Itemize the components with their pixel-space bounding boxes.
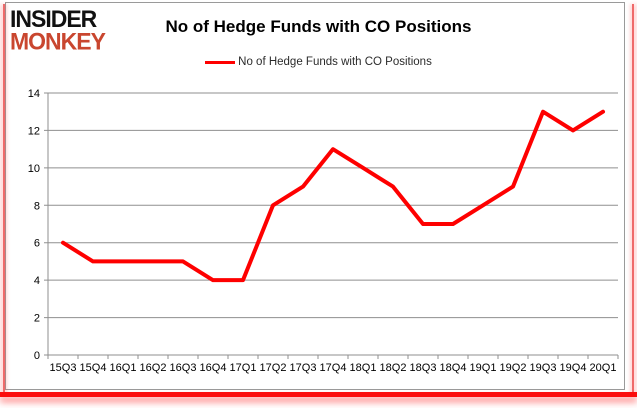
x-tick-label: 17Q2	[260, 362, 287, 374]
y-tick-label: 6	[34, 238, 40, 250]
image-frame-bottom	[0, 392, 637, 397]
logo-line2: MONKEY	[10, 27, 106, 55]
y-tick-label: 14	[28, 88, 40, 100]
legend-line-swatch	[205, 60, 236, 64]
x-tick-label: 15Q3	[50, 362, 77, 374]
x-tick-label: 17Q1	[230, 362, 257, 374]
x-tick-label: 19Q4	[560, 362, 587, 374]
series-line	[61, 109, 605, 283]
chart-border	[5, 2, 625, 390]
insider-monkey-logo: INSIDER MONKEY	[10, 4, 106, 55]
y-tick-label: 4	[34, 275, 40, 287]
x-tick-label: 19Q1	[470, 362, 497, 374]
y-tick-label: 2	[34, 313, 40, 325]
chart-title: No of Hedge Funds with CO Positions	[165, 17, 472, 36]
x-tick-label: 18Q3	[410, 362, 437, 374]
x-tick-label: 17Q3	[290, 362, 317, 374]
x-tick-label: 18Q1	[350, 362, 377, 374]
x-tick-label: 18Q2	[380, 362, 407, 374]
y-tick-label: 0	[34, 350, 40, 362]
image-frame-right	[632, 4, 634, 396]
x-tick-label: 16Q4	[200, 362, 227, 374]
y-tick-label: 12	[28, 125, 40, 137]
y-tick-label: 8	[34, 200, 40, 212]
x-tick-label: 16Q3	[170, 362, 197, 374]
x-tick-label: 19Q3	[530, 362, 557, 374]
x-tick-label: 15Q4	[80, 362, 107, 374]
chart-legend: No of Hedge Funds with CO Positions	[0, 56, 637, 68]
image-frame-left	[3, 4, 5, 396]
x-tick-label: 20Q1	[590, 362, 617, 374]
x-tick-label: 16Q2	[140, 362, 167, 374]
legend-label: No of Hedge Funds with CO Positions	[238, 56, 432, 68]
x-tick-label: 16Q1	[110, 362, 137, 374]
y-tick-label: 10	[28, 163, 40, 175]
x-tick-label: 19Q2	[500, 362, 527, 374]
x-tick-label: 18Q4	[440, 362, 467, 374]
x-tick-label: 17Q4	[320, 362, 347, 374]
logo-line1: INSIDER	[10, 4, 97, 32]
